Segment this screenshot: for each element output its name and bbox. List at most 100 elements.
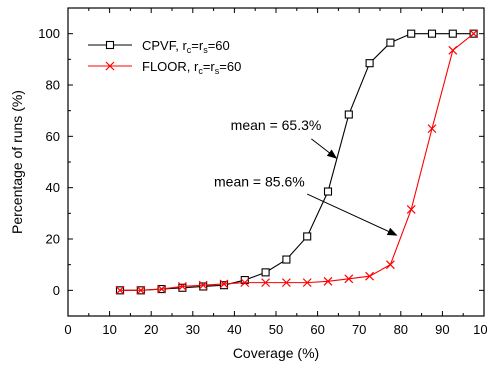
marker-stroke [115, 285, 125, 295]
legend-text-part: =r [191, 38, 204, 53]
marker-stroke [240, 278, 250, 288]
y-axis-title: Percentage of runs (%) [9, 90, 25, 234]
marker-stroke [365, 271, 375, 281]
data-point [240, 276, 249, 285]
legend-text-part: =60 [208, 38, 230, 53]
annotation-arrow [311, 138, 338, 159]
legend-marker [105, 61, 115, 71]
series-layer [115, 29, 479, 295]
data-point [469, 29, 479, 39]
data-point [219, 279, 229, 289]
data-point [136, 285, 146, 295]
legend-text-part: FLOOR, r [142, 59, 199, 74]
series-line [120, 33, 474, 291]
marker-stroke [427, 124, 437, 134]
plot-border [67, 7, 485, 317]
marker-stroke [136, 285, 146, 295]
y-tick-label: 100 [38, 26, 60, 41]
annotation-label: mean = 65.3% [231, 117, 322, 133]
data-point [344, 110, 353, 119]
data-point [407, 29, 416, 38]
data-point [427, 124, 437, 134]
marker-stroke [448, 45, 458, 55]
data-point [344, 274, 354, 284]
x-tick-label: 10 [102, 322, 116, 337]
legend-subscript: s [203, 45, 208, 55]
series-floor [115, 29, 479, 295]
data-point [177, 282, 187, 291]
data-point [448, 45, 458, 55]
y-tick-label: 20 [46, 232, 60, 247]
data-point [386, 38, 395, 47]
marker-stroke [177, 282, 187, 291]
data-point [261, 268, 270, 277]
data-point [406, 205, 416, 214]
y-tick-label: 60 [46, 129, 60, 144]
legend-label: CPVF, rc=rs=60 [142, 38, 230, 55]
data-point [323, 276, 333, 286]
data-point [427, 29, 437, 38]
x-axis-ticks: 0 10 20 30 40 50 60 70 80 90 100 [64, 8, 487, 337]
marker-stroke [157, 284, 167, 294]
x-tick-label: 60 [310, 322, 324, 337]
data-point [448, 29, 457, 38]
marker-stroke [105, 61, 115, 71]
legend-subscript: c [198, 66, 203, 76]
marker-stroke [406, 205, 416, 214]
data-point [178, 283, 187, 292]
marker-stroke [281, 278, 291, 288]
marker-stroke [219, 279, 229, 289]
marker-stroke [385, 260, 395, 270]
data-point [385, 260, 395, 270]
x-tick-label: 80 [394, 322, 408, 337]
marker-stroke [344, 274, 354, 284]
legend-subscript: s [215, 66, 220, 76]
legend-entry: FLOOR, rc=rs=60 [88, 59, 241, 76]
data-point [115, 285, 125, 295]
marker-stroke [302, 278, 312, 288]
x-tick-label: 50 [269, 322, 283, 337]
x-tick-label: 100 [473, 322, 487, 337]
data-point [261, 278, 271, 288]
x-tick-label: 0 [64, 322, 71, 337]
legend-subscript: c [187, 45, 192, 55]
legend-text-part: CPVF, r [142, 38, 187, 53]
y-tick-label: 80 [46, 78, 60, 93]
x-tick-label: 90 [435, 322, 449, 337]
series-cpvf [115, 29, 478, 295]
y-tick-label: 40 [46, 180, 60, 195]
y-tick-label: 0 [53, 283, 60, 298]
legend-text-part: =60 [219, 59, 241, 74]
data-point [282, 255, 291, 264]
data-point [323, 187, 333, 196]
x-tick-label: 70 [352, 322, 366, 337]
data-point [199, 282, 208, 291]
marker-stroke [198, 280, 208, 290]
x-tick-label: 40 [227, 322, 241, 337]
annotation-label: mean = 85.6% [214, 173, 305, 189]
x-tick-label: 30 [186, 322, 200, 337]
data-point [240, 278, 250, 288]
plot-frame [67, 7, 485, 317]
legend-label: FLOOR, rc=rs=60 [142, 59, 241, 76]
marker-stroke [261, 278, 271, 288]
data-point [219, 281, 229, 290]
legend-text-part: =r [203, 59, 216, 74]
legend-entry: CPVF, rc=rs=60 [88, 38, 230, 55]
marker-stroke [323, 276, 333, 286]
data-point [157, 284, 167, 294]
data-point [198, 280, 208, 290]
data-point [281, 278, 291, 288]
marker-stroke [469, 29, 479, 39]
data-point [365, 271, 375, 281]
y-axis-ticks: 0 20 40 60 80 100 [38, 7, 484, 317]
legend-marker [105, 40, 115, 50]
annotation-arrow [306, 193, 398, 236]
data-point [365, 59, 374, 68]
x-tick-label: 20 [144, 322, 158, 337]
x-axis-title: Coverage (%) [233, 345, 319, 361]
data-point [302, 278, 312, 288]
annotation-layer: mean = 65.3% mean = 85.6% [214, 117, 398, 236]
